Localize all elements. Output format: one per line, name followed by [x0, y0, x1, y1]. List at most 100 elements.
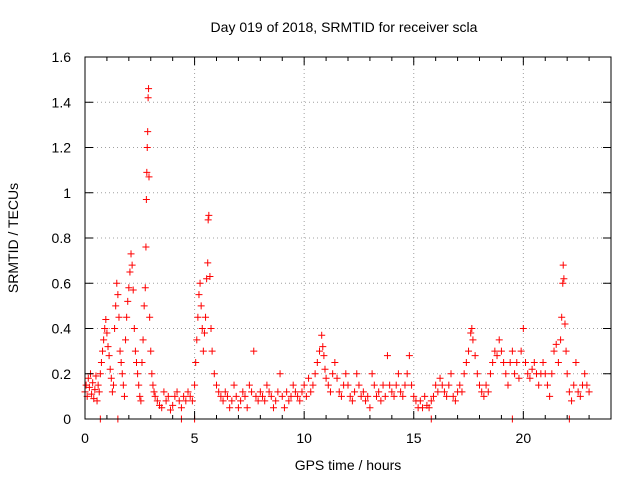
- data-point: [572, 358, 580, 366]
- data-point: [381, 392, 389, 400]
- data-point: [241, 392, 249, 400]
- data-point: [102, 315, 110, 323]
- data-point: [368, 370, 376, 378]
- data-point: [379, 381, 387, 389]
- data-point: [188, 397, 196, 405]
- data-point: [143, 168, 151, 176]
- data-point: [215, 388, 223, 396]
- data-point: [123, 313, 131, 321]
- data-point: [198, 325, 206, 332]
- data-point: [560, 275, 568, 283]
- y-axis-label: SRMTID / TECUs: [5, 183, 21, 293]
- data-point: [171, 392, 179, 400]
- data-point: [574, 388, 582, 396]
- data-point: [103, 329, 111, 337]
- data-point: [89, 379, 97, 387]
- data-point: [166, 406, 174, 414]
- data-points: [81, 85, 593, 423]
- x-tick-label: 20: [516, 430, 532, 446]
- data-point: [471, 352, 479, 360]
- data-point: [305, 374, 313, 382]
- data-point: [95, 388, 103, 396]
- data-point: [276, 370, 284, 378]
- data-point: [519, 325, 527, 332]
- data-point: [291, 388, 299, 396]
- data-point: [114, 291, 122, 299]
- data-point: [562, 347, 570, 355]
- data-point: [294, 392, 302, 400]
- data-point: [175, 397, 183, 405]
- data-point: [480, 392, 488, 400]
- data-point: [210, 370, 218, 378]
- data-point: [583, 381, 591, 389]
- y-tick-label: 1.2: [52, 140, 72, 156]
- data-point: [128, 261, 136, 269]
- data-point: [136, 392, 144, 400]
- data-point: [524, 370, 532, 378]
- data-point: [162, 397, 170, 405]
- data-point: [191, 381, 199, 389]
- data-point: [465, 347, 473, 355]
- data-point: [107, 374, 115, 382]
- data-point: [196, 279, 204, 287]
- data-point: [456, 381, 464, 389]
- data-point: [193, 336, 201, 344]
- x-tick-label: 5: [191, 430, 199, 446]
- data-point: [143, 144, 151, 151]
- data-point: [265, 388, 273, 396]
- data-point: [427, 397, 435, 405]
- data-point: [425, 404, 433, 412]
- data-point: [329, 370, 337, 378]
- data-point: [158, 404, 166, 412]
- data-point: [320, 352, 328, 360]
- data-point: [353, 370, 361, 378]
- data-point: [186, 392, 194, 400]
- data-point: [344, 381, 352, 389]
- data-point: [419, 404, 427, 412]
- data-point: [149, 381, 157, 389]
- data-point: [130, 325, 138, 332]
- data-point: [206, 272, 214, 280]
- data-point: [140, 302, 148, 310]
- data-point: [550, 347, 558, 355]
- data-point: [508, 347, 516, 355]
- data-point: [504, 381, 512, 389]
- data-point: [124, 297, 132, 305]
- data-point: [394, 370, 402, 378]
- data-point: [335, 388, 343, 396]
- data-point: [445, 381, 453, 389]
- data-point: [568, 397, 576, 405]
- data-point: [408, 381, 416, 389]
- data-point: [497, 347, 505, 355]
- data-point: [513, 358, 521, 366]
- data-point: [280, 404, 288, 412]
- data-point: [377, 397, 385, 405]
- data-point: [115, 313, 123, 321]
- data-point: [126, 268, 134, 276]
- data-point: [460, 370, 468, 378]
- plot-frame: [84, 56, 612, 420]
- data-point: [239, 388, 247, 396]
- data-point: [478, 388, 486, 396]
- data-point: [375, 388, 383, 396]
- data-point: [256, 388, 264, 396]
- data-point: [232, 392, 240, 400]
- data-point: [462, 358, 470, 366]
- data-point: [131, 347, 139, 355]
- data-point: [173, 388, 181, 396]
- data-point: [180, 392, 188, 400]
- data-point: [401, 381, 409, 389]
- data-point: [530, 358, 538, 366]
- data-point: [403, 370, 411, 378]
- data-point: [219, 397, 227, 405]
- data-point: [97, 358, 105, 366]
- data-point: [333, 374, 341, 382]
- data-point: [269, 404, 277, 412]
- data-point: [142, 196, 150, 204]
- data-point: [337, 392, 345, 400]
- data-point: [421, 392, 429, 400]
- data-point: [151, 392, 159, 400]
- data-point: [226, 404, 234, 412]
- data-point: [109, 381, 117, 389]
- data-point: [399, 392, 407, 400]
